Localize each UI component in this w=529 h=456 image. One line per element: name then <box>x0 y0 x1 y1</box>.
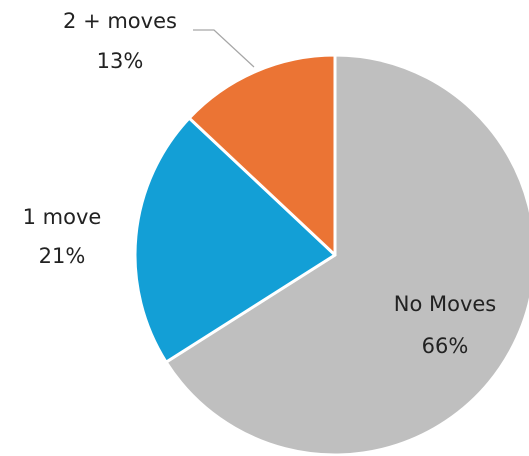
category-label: 2 + moves <box>63 9 177 33</box>
pie-slice <box>164 53 529 456</box>
category-label: No Moves <box>394 292 497 316</box>
value-label: 13% <box>97 49 144 73</box>
leader-line <box>193 29 255 68</box>
value-label: 21% <box>39 244 86 268</box>
pie-slice <box>133 116 337 364</box>
value-label: 66% <box>422 334 469 358</box>
pie-slice <box>187 53 337 257</box>
category-label: 1 move <box>23 205 102 229</box>
